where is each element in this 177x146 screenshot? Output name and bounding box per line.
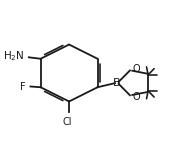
- Text: H$_2$N: H$_2$N: [3, 50, 25, 64]
- Text: O: O: [132, 64, 140, 74]
- Text: Cl: Cl: [63, 117, 72, 127]
- Text: B: B: [113, 78, 121, 88]
- Text: F: F: [20, 81, 26, 92]
- Text: O: O: [132, 92, 140, 102]
